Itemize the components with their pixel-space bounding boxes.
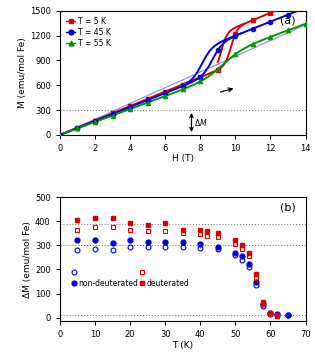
Y-axis label: M (emu/mol Fe): M (emu/mol Fe) xyxy=(18,37,27,108)
Text: $\Delta M$: $\Delta M$ xyxy=(194,117,207,127)
Legend: T = 5 K, T = 45 K, T = 55 K: T = 5 K, T = 45 K, T = 55 K xyxy=(64,15,113,50)
X-axis label: T (K): T (K) xyxy=(172,341,193,350)
Legend: , non-deuterated, , deuterated: , non-deuterated, , deuterated xyxy=(69,265,192,291)
X-axis label: H (T): H (T) xyxy=(172,154,194,164)
Y-axis label: ΔM (emu/mol Fe): ΔM (emu/mol Fe) xyxy=(23,221,32,298)
Text: (a): (a) xyxy=(280,16,296,26)
Text: (b): (b) xyxy=(280,202,296,212)
